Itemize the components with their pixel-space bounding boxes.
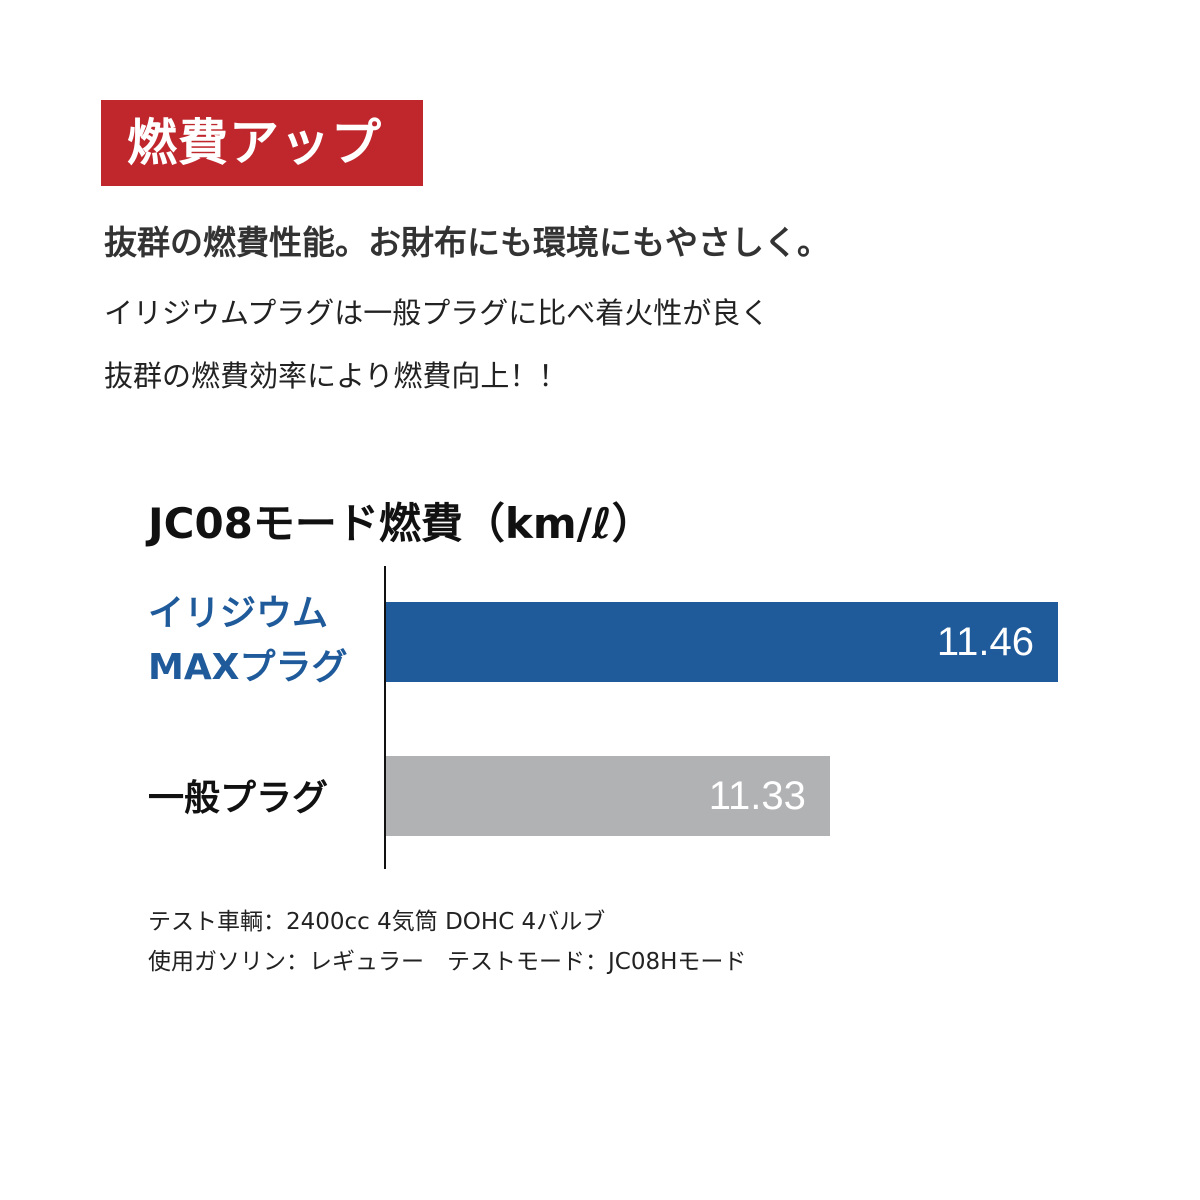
bar-value-label: 11.33 xyxy=(708,774,806,818)
category-label-line: MAXプラグ xyxy=(148,647,348,688)
category-label-iridium: イリジウム MAXプラグ xyxy=(148,587,347,695)
chart-axis-line xyxy=(384,566,386,869)
footnote-vehicle: テスト車輌：2400cc 4気筒 DOHC 4バルブ xyxy=(148,909,606,935)
chart-title: JC08モード燃費（km/ℓ） xyxy=(148,499,654,548)
section-badge: 燃費アップ xyxy=(101,100,423,186)
bar-value-label: 11.46 xyxy=(936,620,1034,664)
category-label-standard: 一般プラグ xyxy=(148,772,328,826)
lead-text: 抜群の燃費性能。お財布にも環境にもやさしく。 xyxy=(104,223,830,262)
bar-iridium: 11.46 xyxy=(386,602,1058,682)
category-label-line: 一般プラグ xyxy=(148,778,329,819)
footnote-conditions: 使用ガソリン：レギュラー テストモード：JC08Hモード xyxy=(148,949,747,975)
body-line-2: 抜群の燃費効率により燃費向上！！ xyxy=(104,359,568,393)
bar-standard: 11.33 xyxy=(386,756,830,836)
body-line-1: イリジウムプラグは一般プラグに比べ着火性が良く xyxy=(104,296,770,330)
category-label-line: イリジウム xyxy=(148,593,329,634)
